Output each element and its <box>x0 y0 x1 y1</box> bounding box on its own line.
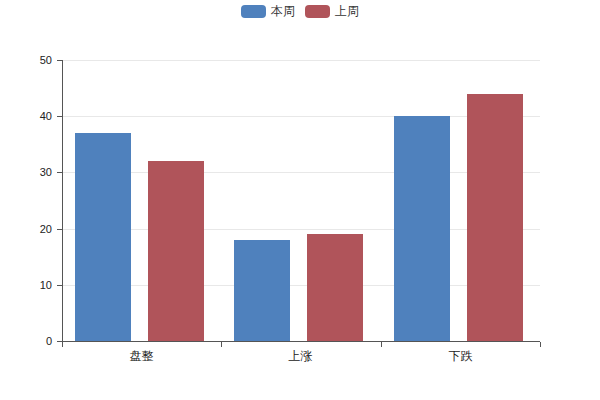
bar-chart: 本周上周 01020304050盘整上涨下跌 <box>0 0 600 400</box>
plot-area: 0 10 20 30 40 50 盘整上涨下跌 <box>0 0 600 400</box>
x-axis-tick <box>221 342 222 347</box>
x-axis-tick <box>381 342 382 347</box>
y-axis-line <box>62 60 63 342</box>
bar-last-week-0 <box>148 161 204 341</box>
y-axis-label: 20 <box>20 223 52 235</box>
y-axis-label: 50 <box>20 54 52 66</box>
y-gridline <box>62 60 540 61</box>
x-axis-line <box>62 341 540 342</box>
bar-last-week-2 <box>467 94 523 341</box>
x-axis-category-label: 盘整 <box>62 349 221 363</box>
bar-this-week-1 <box>234 240 290 341</box>
bar-this-week-2 <box>394 116 450 341</box>
bar-last-week-1 <box>307 234 363 341</box>
x-axis-tick <box>540 342 541 347</box>
y-axis-label: 10 <box>20 279 52 291</box>
y-axis-label: 0 <box>20 335 52 347</box>
bar-this-week-0 <box>75 133 131 341</box>
x-axis-tick <box>62 342 63 347</box>
y-axis-label: 40 <box>20 110 52 122</box>
y-axis-label: 30 <box>20 166 52 178</box>
x-axis-category-label: 下跌 <box>381 349 540 363</box>
x-axis-category-label: 上涨 <box>221 349 380 363</box>
